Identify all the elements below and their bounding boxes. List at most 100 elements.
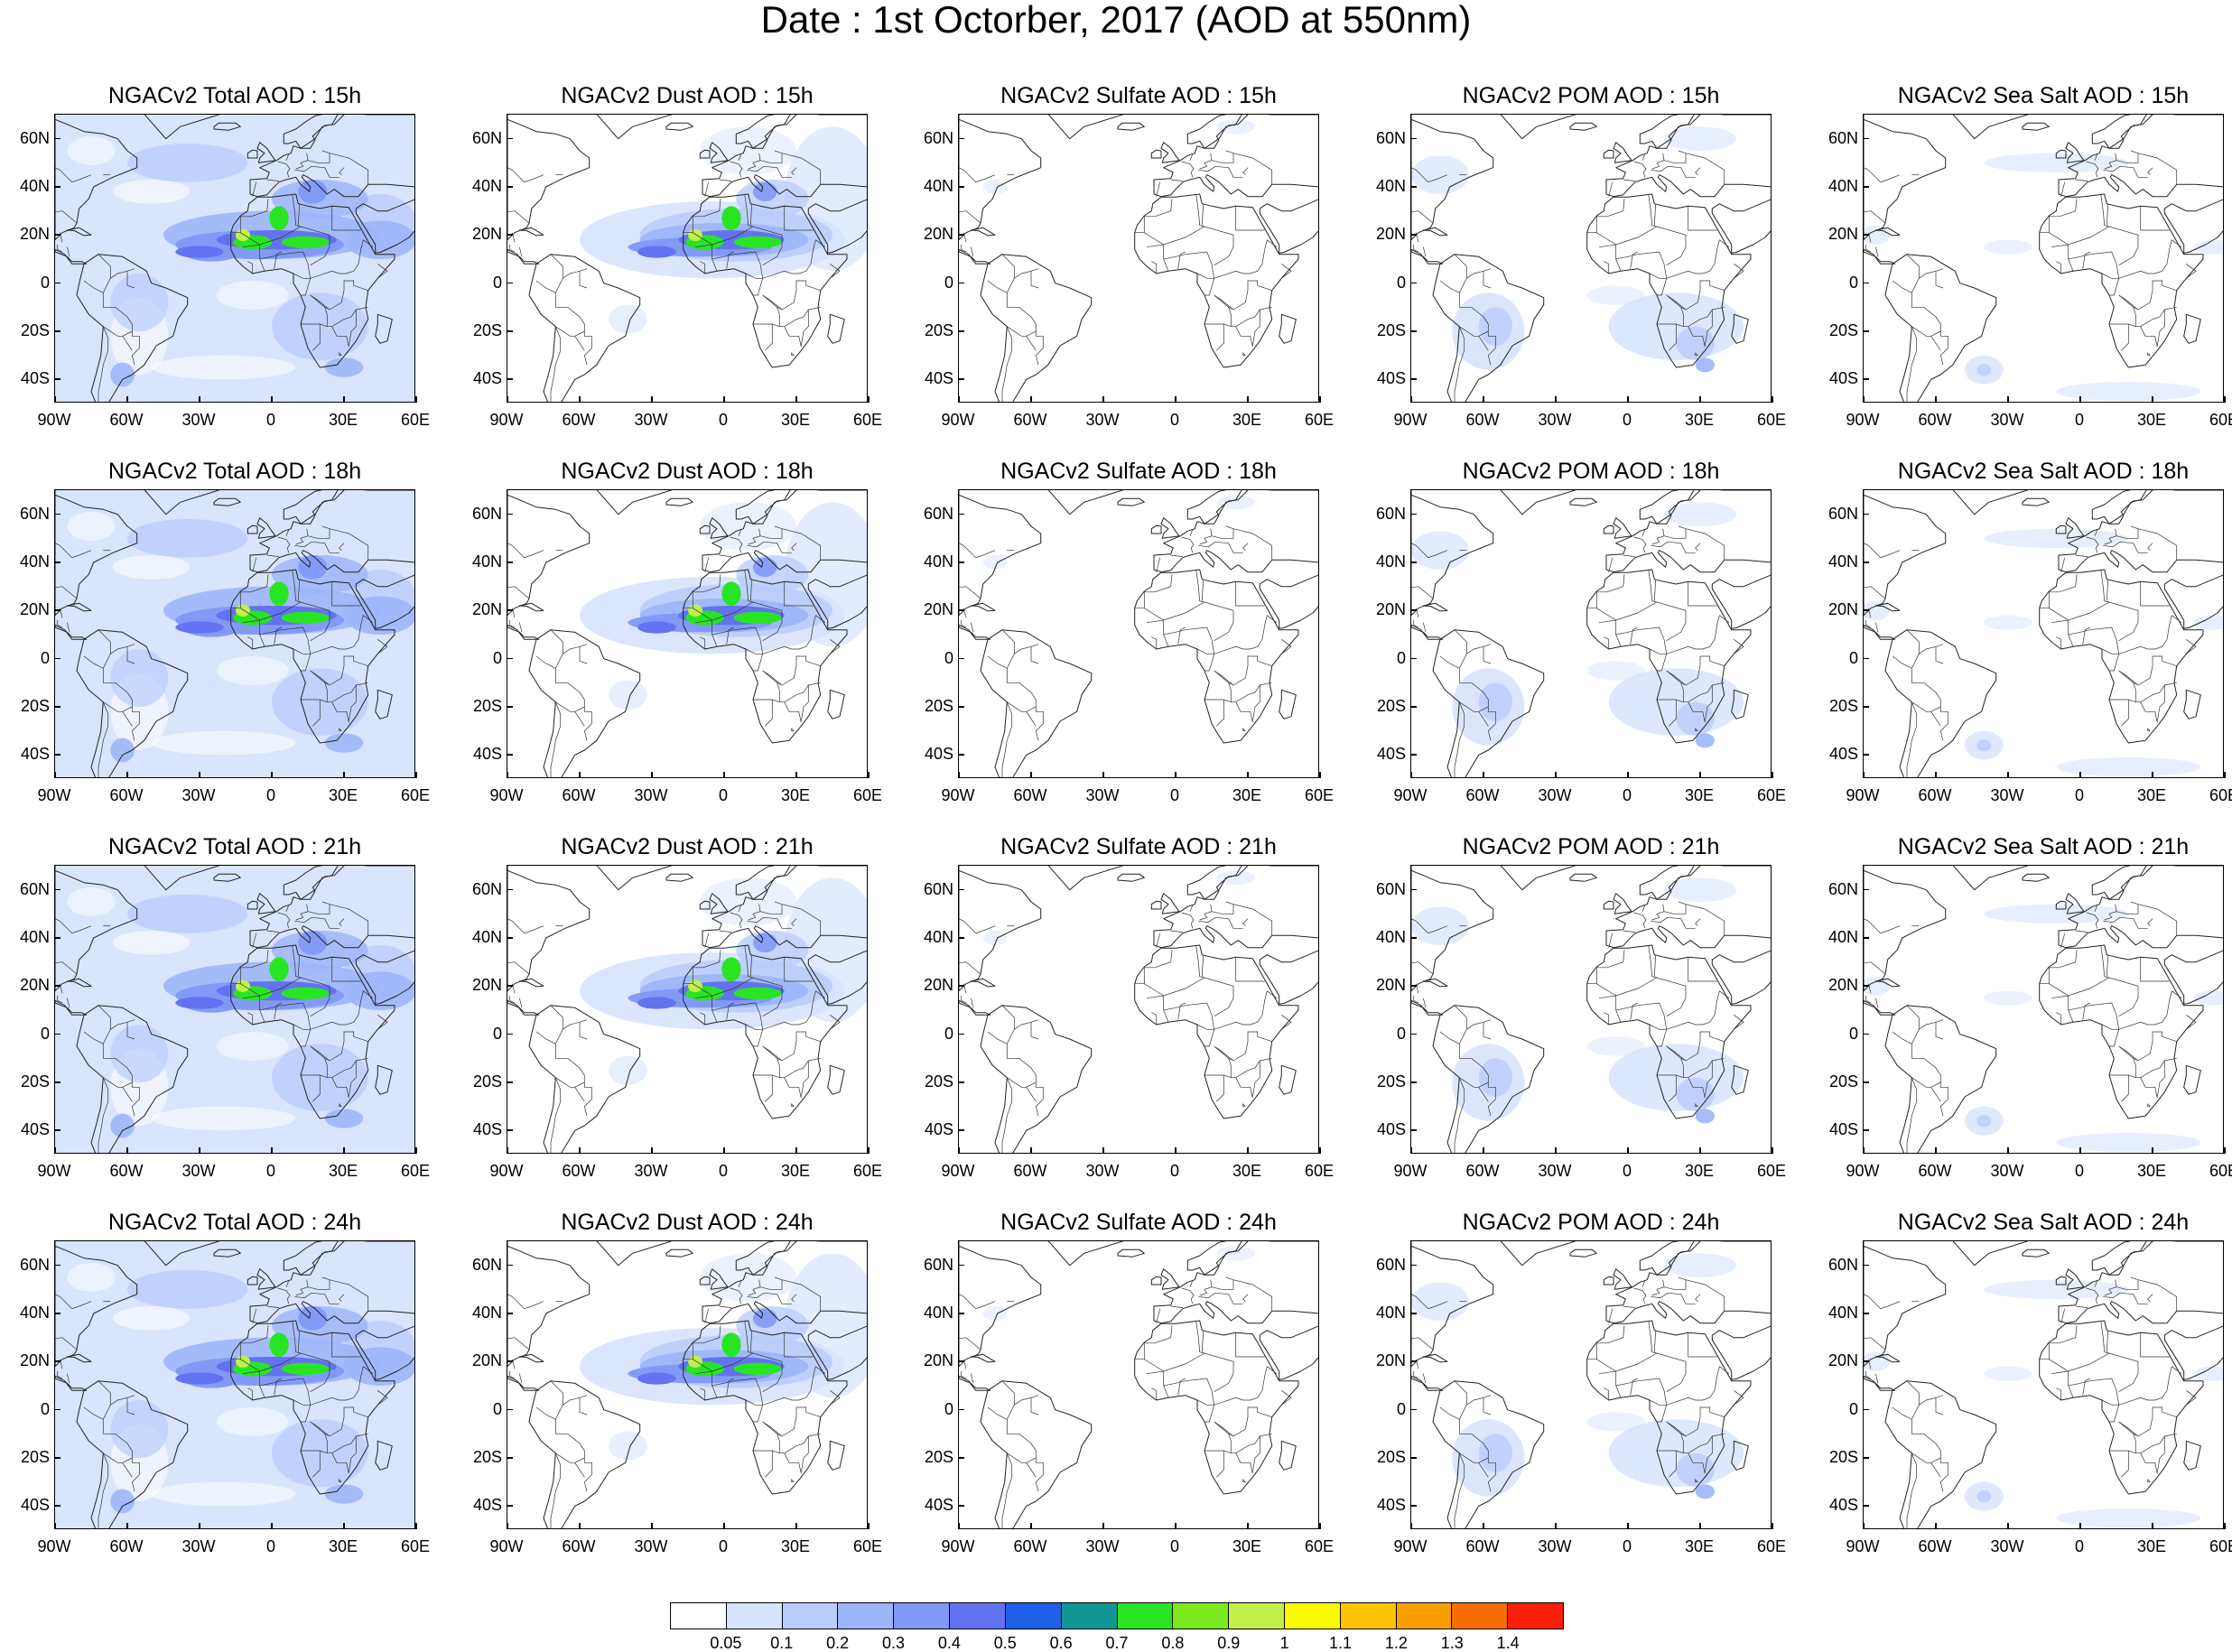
latitude-label: 20N: [923, 600, 953, 619]
country-border: [2100, 1320, 2110, 1354]
country-border: [744, 193, 754, 227]
coastline: [66, 1353, 92, 1363]
colorbar-swatch: [1396, 1603, 1453, 1629]
colorbar-swatch: [782, 1603, 839, 1629]
country-border: [1007, 1077, 1037, 1088]
coastline: [699, 524, 711, 534]
coastline: [213, 122, 241, 131]
longitude-label: 0: [1622, 411, 1632, 429]
longitude-label: 60W: [1465, 786, 1500, 804]
aod-shading: [113, 931, 191, 955]
country-border: [126, 1397, 135, 1415]
colorbar-swatch: [1284, 1603, 1341, 1629]
latitude-label: 60N: [1375, 1255, 1406, 1274]
country-border: [759, 1276, 783, 1290]
country-border: [88, 1065, 104, 1078]
country-border: [815, 1366, 826, 1374]
longitude-tick: [1410, 396, 1412, 403]
coastline: [665, 1248, 693, 1258]
country-border: [2137, 153, 2178, 185]
coastline: [55, 1375, 88, 1391]
longitude-tick: [1863, 1147, 1865, 1154]
latitude-tick: [1863, 754, 1869, 756]
aod-shading: [1586, 285, 1645, 305]
latitude-tick: [54, 1129, 60, 1131]
country-border: [1695, 1294, 1701, 1302]
coastline: [1605, 490, 1771, 573]
latitude-tick: [1410, 1129, 1417, 1131]
map-canvas: [1864, 115, 2223, 402]
country-border: [1251, 1061, 1260, 1098]
longitude-label: 90W: [37, 1162, 71, 1180]
country-border: [1235, 957, 1265, 982]
country-borders: [55, 525, 388, 777]
latitude-tick: [1863, 186, 1869, 188]
panel-title: NGACv2 POM AOD : 21h: [1462, 834, 1720, 859]
latitude-tick: [1863, 937, 1869, 939]
aod-shading: [127, 895, 248, 933]
country-border: [1156, 1308, 1161, 1323]
colorbar-swatch: [1117, 1603, 1174, 1629]
colorbar-swatch: [726, 1603, 783, 1629]
longitude-tick: [1319, 1523, 1321, 1529]
country-border: [2147, 1479, 2151, 1483]
coastline: [980, 1005, 1093, 1153]
coastline: [2065, 517, 2085, 539]
country-border: [1688, 326, 1706, 348]
aod-shading: [175, 621, 224, 634]
longitude-label: 60E: [400, 411, 431, 429]
latitude-label: 40N: [1827, 928, 1858, 946]
colorbar-swatch: [1229, 1603, 1285, 1629]
map-canvas: [1864, 866, 2223, 1153]
coastline: [807, 574, 867, 629]
country-border: [1688, 1332, 1717, 1358]
longitude-tick: [343, 1523, 345, 1529]
map-panel-total: NGACv2 Total AOD : 21h 60N 40N 20N 0 20S 40S 90…: [0, 834, 433, 1204]
coastline: [1603, 1276, 1614, 1285]
colorbar-label: 0.2: [826, 1634, 850, 1652]
country-border: [1195, 944, 1205, 979]
latitude-tick: [1410, 609, 1417, 611]
latitude-tick: [958, 888, 964, 891]
coastline: [1603, 900, 1614, 910]
latitude-tick: [1863, 234, 1869, 236]
aod-shading: [1664, 126, 1736, 151]
map-canvas: [507, 115, 867, 402]
coastline: [144, 490, 219, 515]
aod-field: [1411, 1253, 1744, 1499]
map-canvas: [507, 1241, 867, 1528]
country-border: [1454, 1452, 1465, 1528]
latitude-tick: [1410, 1081, 1417, 1083]
coastline: [1952, 490, 2028, 515]
country-border: [1657, 306, 1725, 328]
latitude-label: 0: [1848, 273, 1858, 292]
country-border: [784, 206, 814, 231]
latitude-tick: [54, 561, 60, 563]
aod-shading: [151, 355, 296, 380]
country-border: [730, 536, 743, 553]
longitude-tick: [1319, 772, 1321, 778]
map-frame: [1863, 1240, 2224, 1529]
coastline: [807, 1325, 867, 1380]
country-border: [1719, 239, 1730, 247]
latitude-label: 20S: [20, 697, 50, 715]
country-border: [2137, 528, 2178, 561]
country-border: [509, 245, 516, 253]
colorbar-label: 0.9: [1217, 1634, 1241, 1652]
longitude-label: 0: [718, 1537, 729, 1555]
country-border: [2075, 1305, 2088, 1308]
country-border: [1156, 181, 1161, 197]
country-border: [2116, 525, 2139, 539]
latitude-label: 60N: [19, 504, 50, 523]
latitude-label: 60N: [19, 128, 50, 147]
country-border: [2186, 1015, 2197, 1030]
map-panel-dust: NGACv2 Dust AOD : 15h 60N 40N 20N 0 20S 40S 90W…: [452, 83, 886, 453]
country-border: [274, 1378, 282, 1396]
colorbar-label: 1.3: [1440, 1634, 1464, 1652]
country-border: [103, 701, 133, 712]
country-border: [748, 904, 761, 921]
coastlines: [55, 866, 414, 1153]
country-border: [1422, 622, 1427, 633]
coastline: [1186, 490, 1249, 524]
country-border: [1649, 1366, 1720, 1406]
